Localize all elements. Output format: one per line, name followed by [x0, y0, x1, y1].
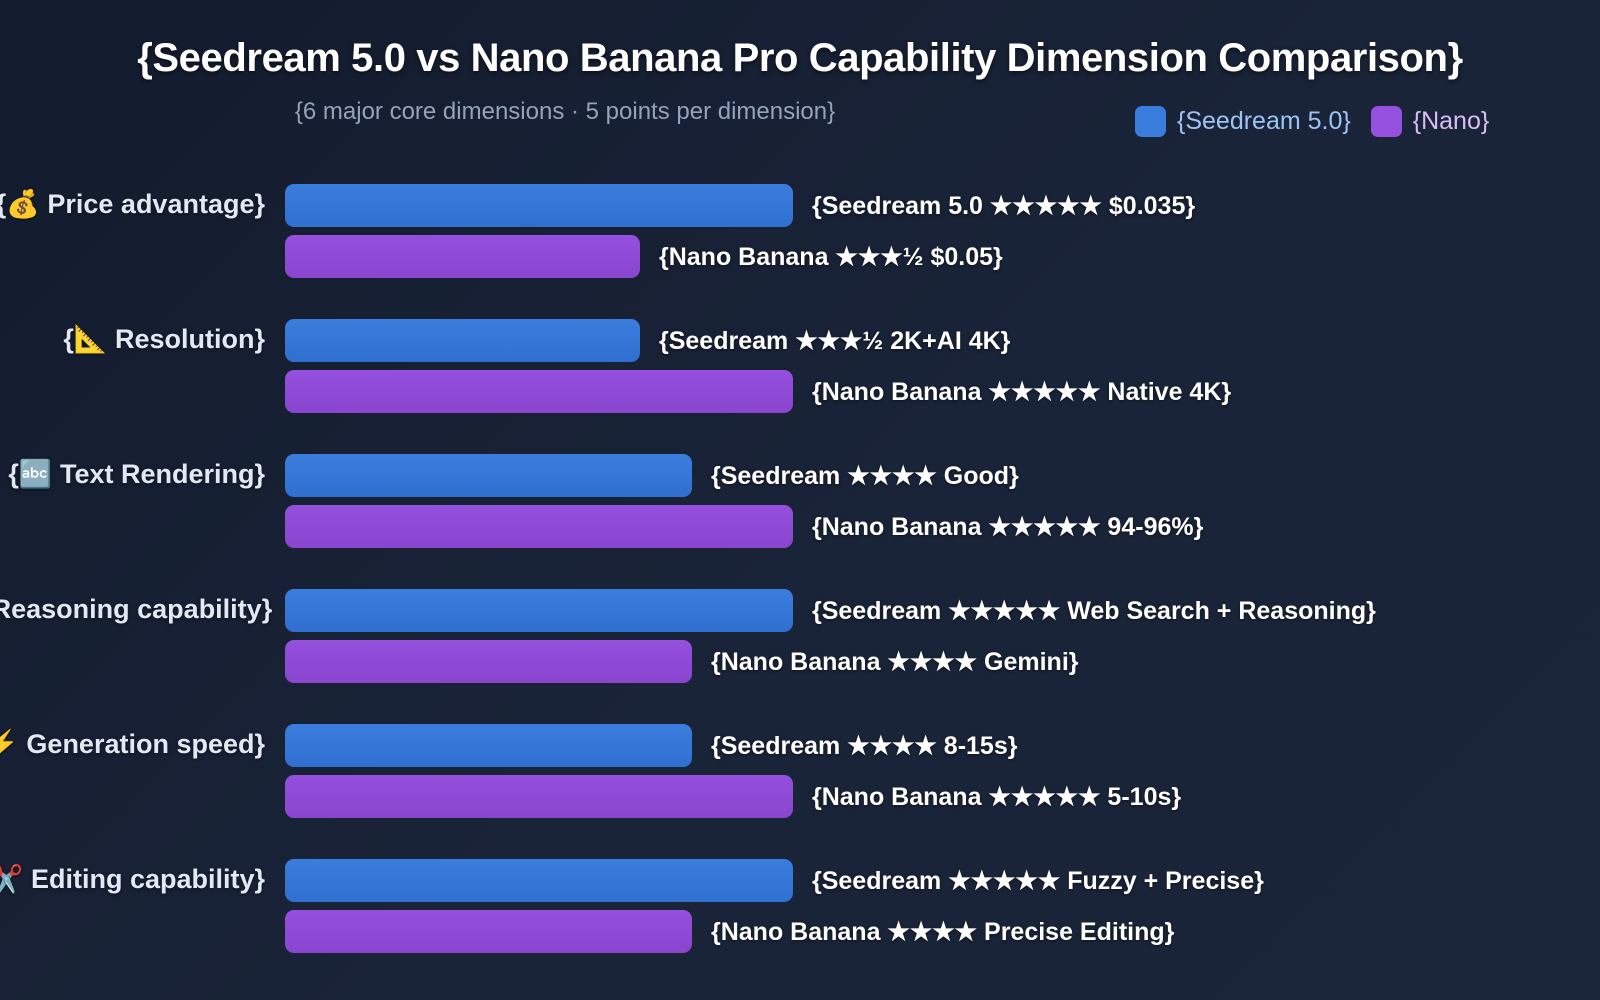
- bar-value-nano: {Nano Banana ★★★½ $0.05}: [659, 242, 1003, 271]
- legend-label-nano: {Nano}: [1412, 107, 1490, 135]
- bar-seedream[interactable]: [285, 184, 793, 227]
- bar-value-seedream: {Seedream ★★★★ Good}: [711, 461, 1019, 490]
- bar-value-seedream: {Seedream ★★★★★ Fuzzy + Precise}: [812, 866, 1264, 895]
- bar-value-seedream: {Seedream 5.0 ★★★★★ $0.035}: [812, 191, 1196, 220]
- bar-row-seedream: {Seedream ★★★★ 8-15s}: [285, 724, 1017, 767]
- bar-nano[interactable]: [285, 640, 692, 683]
- bar-nano[interactable]: [285, 370, 793, 413]
- dimension-label: {✂️ Editing capability}: [0, 864, 265, 894]
- bar-value-seedream: {Seedream ★★★★ 8-15s}: [711, 731, 1018, 760]
- bar-seedream[interactable]: [285, 454, 692, 497]
- dimension-group: {💰 Price advantage} {Seedream 5.0 ★★★★★ $…: [0, 172, 1600, 307]
- bar-row-nano: {Nano Banana ★★★½ $0.05}: [285, 235, 1003, 278]
- bar-value-nano: {Nano Banana ★★★★ Gemini}: [711, 647, 1079, 676]
- bar-row-nano: {Nano Banana ★★★★★ 94-96%}: [285, 505, 1203, 548]
- dimension-group: {⚡ Generation speed} {Seedream ★★★★ 8-15s…: [0, 712, 1600, 847]
- bar-seedream[interactable]: [285, 859, 793, 902]
- bar-value-seedream: {Seedream ★★★½ 2K+AI 4K}: [659, 326, 1011, 355]
- bar-row-nano: {Nano Banana ★★★★★ Native 4K}: [285, 370, 1231, 413]
- legend-label-seedream: {Seedream 5.0}: [1177, 107, 1351, 135]
- bar-seedream[interactable]: [285, 589, 793, 632]
- bar-value-seedream: {Seedream ★★★★★ Web Search + Reasoning}: [812, 596, 1376, 625]
- bar-row-seedream: {Seedream ★★★★ Good}: [285, 454, 1019, 497]
- chart-title: {Seedream 5.0 vs Nano Banana Pro Capabil…: [137, 36, 1463, 80]
- dimension-label: {⚡ Generation speed}: [0, 729, 265, 759]
- bar-row-nano: {Nano Banana ★★★★ Gemini}: [285, 640, 1079, 683]
- dimension-group: {📐 Resolution} {Seedream ★★★½ 2K+AI 4K} {N…: [0, 307, 1600, 442]
- bar-row-seedream: {Seedream ★★★½ 2K+AI 4K}: [285, 319, 1010, 362]
- bar-nano[interactable]: [285, 235, 640, 278]
- chart-legend: {Seedream 5.0} {Nano}: [1135, 106, 1489, 137]
- bar-nano[interactable]: [285, 505, 793, 548]
- dimension-group: {✂️ Editing capability} {Seedream ★★★★★ F…: [0, 847, 1600, 982]
- bar-nano[interactable]: [285, 775, 793, 818]
- dimension-label: {🧠 Reasoning capability}: [0, 594, 273, 624]
- dimension-group: {🔤 Text Rendering} {Seedream ★★★★ Good} {N…: [0, 442, 1600, 577]
- chart-subtitle: {6 major core dimensions · 5 points per …: [294, 98, 836, 125]
- dimension-group: {🧠 Reasoning capability} {Seedream ★★★★★ …: [0, 577, 1600, 712]
- legend-swatch-nano: [1370, 106, 1402, 137]
- bar-value-nano: {Nano Banana ★★★★★ 94-96%}: [812, 512, 1204, 541]
- bar-row-nano: {Nano Banana ★★★★ Precise Editing}: [285, 910, 1174, 953]
- bar-seedream[interactable]: [285, 319, 640, 362]
- bar-row-seedream: {Seedream ★★★★★ Web Search + Reasoning}: [285, 589, 1376, 632]
- bar-nano[interactable]: [285, 910, 692, 953]
- dimension-label: {📐 Resolution}: [63, 324, 265, 354]
- bar-seedream[interactable]: [285, 724, 692, 767]
- dimension-label: {🔤 Text Rendering}: [8, 459, 265, 489]
- bar-value-nano: {Nano Banana ★★★★★ 5-10s}: [812, 782, 1182, 811]
- dimension-label: {💰 Price advantage}: [0, 189, 265, 219]
- chart-rows: {💰 Price advantage} {Seedream 5.0 ★★★★★ $…: [0, 172, 1600, 982]
- bar-row-seedream: {Seedream ★★★★★ Fuzzy + Precise}: [285, 859, 1264, 902]
- bar-row-seedream: {Seedream 5.0 ★★★★★ $0.035}: [285, 184, 1195, 227]
- bar-row-nano: {Nano Banana ★★★★★ 5-10s}: [285, 775, 1181, 818]
- bar-value-nano: {Nano Banana ★★★★★ Native 4K}: [812, 377, 1232, 406]
- legend-swatch-seedream: [1135, 106, 1166, 137]
- bar-value-nano: {Nano Banana ★★★★ Precise Editing}: [711, 917, 1175, 946]
